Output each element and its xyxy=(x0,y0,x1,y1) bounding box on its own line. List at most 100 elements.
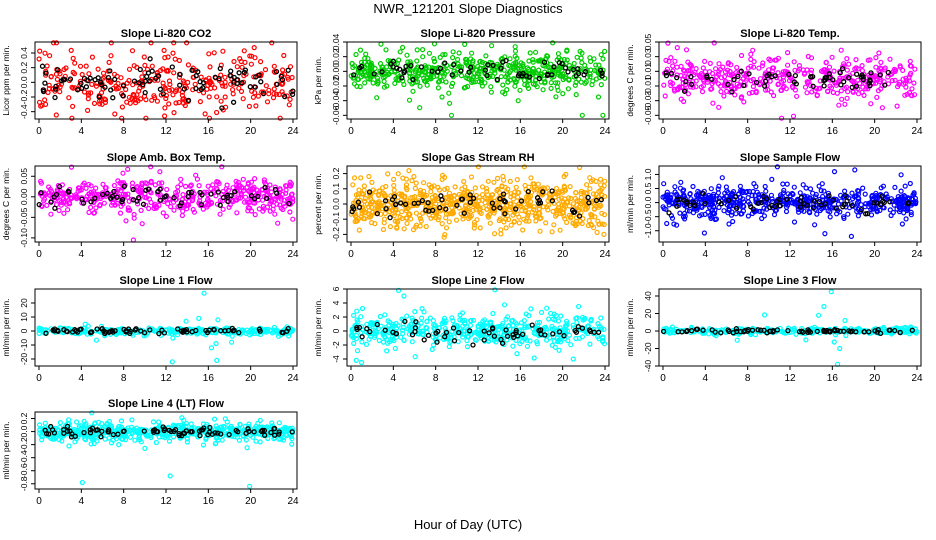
y-tick-label: -20 xyxy=(643,342,653,355)
data-point xyxy=(790,84,796,91)
data-point xyxy=(219,164,225,170)
data-point xyxy=(716,69,722,75)
data-point xyxy=(465,334,472,340)
x-tick-label: 0 xyxy=(348,126,354,137)
x-tick-label: 16 xyxy=(515,373,527,384)
data-point xyxy=(251,44,257,51)
data-point xyxy=(753,184,759,190)
data-point xyxy=(748,63,754,69)
data-point xyxy=(663,206,669,212)
data-point xyxy=(355,194,361,200)
data-point xyxy=(409,73,415,80)
data-point xyxy=(446,90,452,96)
data-point xyxy=(842,317,848,324)
data-point xyxy=(780,74,786,80)
data-point xyxy=(205,183,211,189)
data-point xyxy=(908,209,914,215)
data-point xyxy=(260,203,266,209)
data-point xyxy=(760,60,766,66)
x-tick-label: 4 xyxy=(79,249,85,260)
data-point xyxy=(61,66,67,73)
data-point xyxy=(354,324,360,331)
data-point xyxy=(95,75,101,81)
data-point xyxy=(665,196,671,203)
data-point xyxy=(355,69,361,76)
x-tick-label: 8 xyxy=(745,249,751,260)
data-point xyxy=(838,47,844,53)
data-point xyxy=(41,196,48,202)
data-point xyxy=(565,69,571,75)
data-point xyxy=(443,225,450,231)
data-point xyxy=(446,219,452,225)
data-point xyxy=(436,187,443,193)
data-point xyxy=(726,221,732,227)
data-point xyxy=(196,328,202,334)
data-point xyxy=(552,213,559,219)
data-point xyxy=(271,69,277,75)
data-points xyxy=(348,40,608,118)
data-point xyxy=(680,67,687,73)
data-point xyxy=(553,207,560,213)
data-point xyxy=(170,92,176,98)
data-point xyxy=(500,82,506,88)
data-point xyxy=(421,337,427,343)
data-point xyxy=(551,64,557,70)
data-point xyxy=(180,100,187,106)
data-point xyxy=(745,213,752,219)
data-point xyxy=(383,47,389,53)
data-point xyxy=(510,332,516,338)
data-point xyxy=(488,84,494,90)
data-point xyxy=(418,218,424,224)
data-point xyxy=(803,337,809,343)
data-point xyxy=(222,74,228,80)
data-point xyxy=(184,202,190,208)
data-point xyxy=(137,85,143,91)
panel-title: Slope Li-820 Pressure xyxy=(421,28,536,40)
data-point xyxy=(867,77,873,83)
data-point xyxy=(449,83,455,89)
data-point xyxy=(204,189,210,195)
data-point xyxy=(791,184,797,190)
data-point xyxy=(395,219,401,225)
data-point xyxy=(846,75,852,81)
data-point xyxy=(395,171,401,177)
data-point xyxy=(494,187,500,194)
y-tick-label: -4 xyxy=(331,355,341,363)
data-point xyxy=(755,194,762,200)
data-point xyxy=(829,54,835,60)
data-point xyxy=(545,207,551,213)
data-point xyxy=(443,79,449,85)
data-point xyxy=(540,189,546,195)
data-point xyxy=(570,322,576,328)
data-point xyxy=(403,185,409,191)
data-point xyxy=(102,185,108,191)
data-point xyxy=(554,335,561,341)
data-point xyxy=(677,210,683,216)
y-tick-label: 0.03 xyxy=(643,48,653,65)
data-point xyxy=(593,197,600,204)
data-point xyxy=(668,54,674,61)
data-point xyxy=(811,198,818,204)
x-tick-label: 4 xyxy=(79,126,85,137)
data-point xyxy=(354,348,361,354)
data-point xyxy=(126,94,132,100)
panel-title: Slope Line 2 Flow xyxy=(432,275,525,287)
y-tick-label: -0.05 xyxy=(19,207,29,227)
data-point xyxy=(809,89,815,95)
data-point xyxy=(779,79,785,85)
data-point xyxy=(185,97,192,104)
data-point xyxy=(234,210,240,216)
data-point xyxy=(402,68,408,74)
data-point xyxy=(180,78,186,84)
data-point xyxy=(713,216,720,222)
data-point xyxy=(453,199,459,205)
data-point xyxy=(125,207,131,213)
data-point xyxy=(759,63,766,69)
data-point xyxy=(500,191,507,197)
data-point xyxy=(783,86,789,92)
y-tick-label: 0.00 xyxy=(331,63,341,80)
data-point xyxy=(404,215,410,221)
data-point xyxy=(784,49,791,56)
data-point xyxy=(464,344,471,350)
